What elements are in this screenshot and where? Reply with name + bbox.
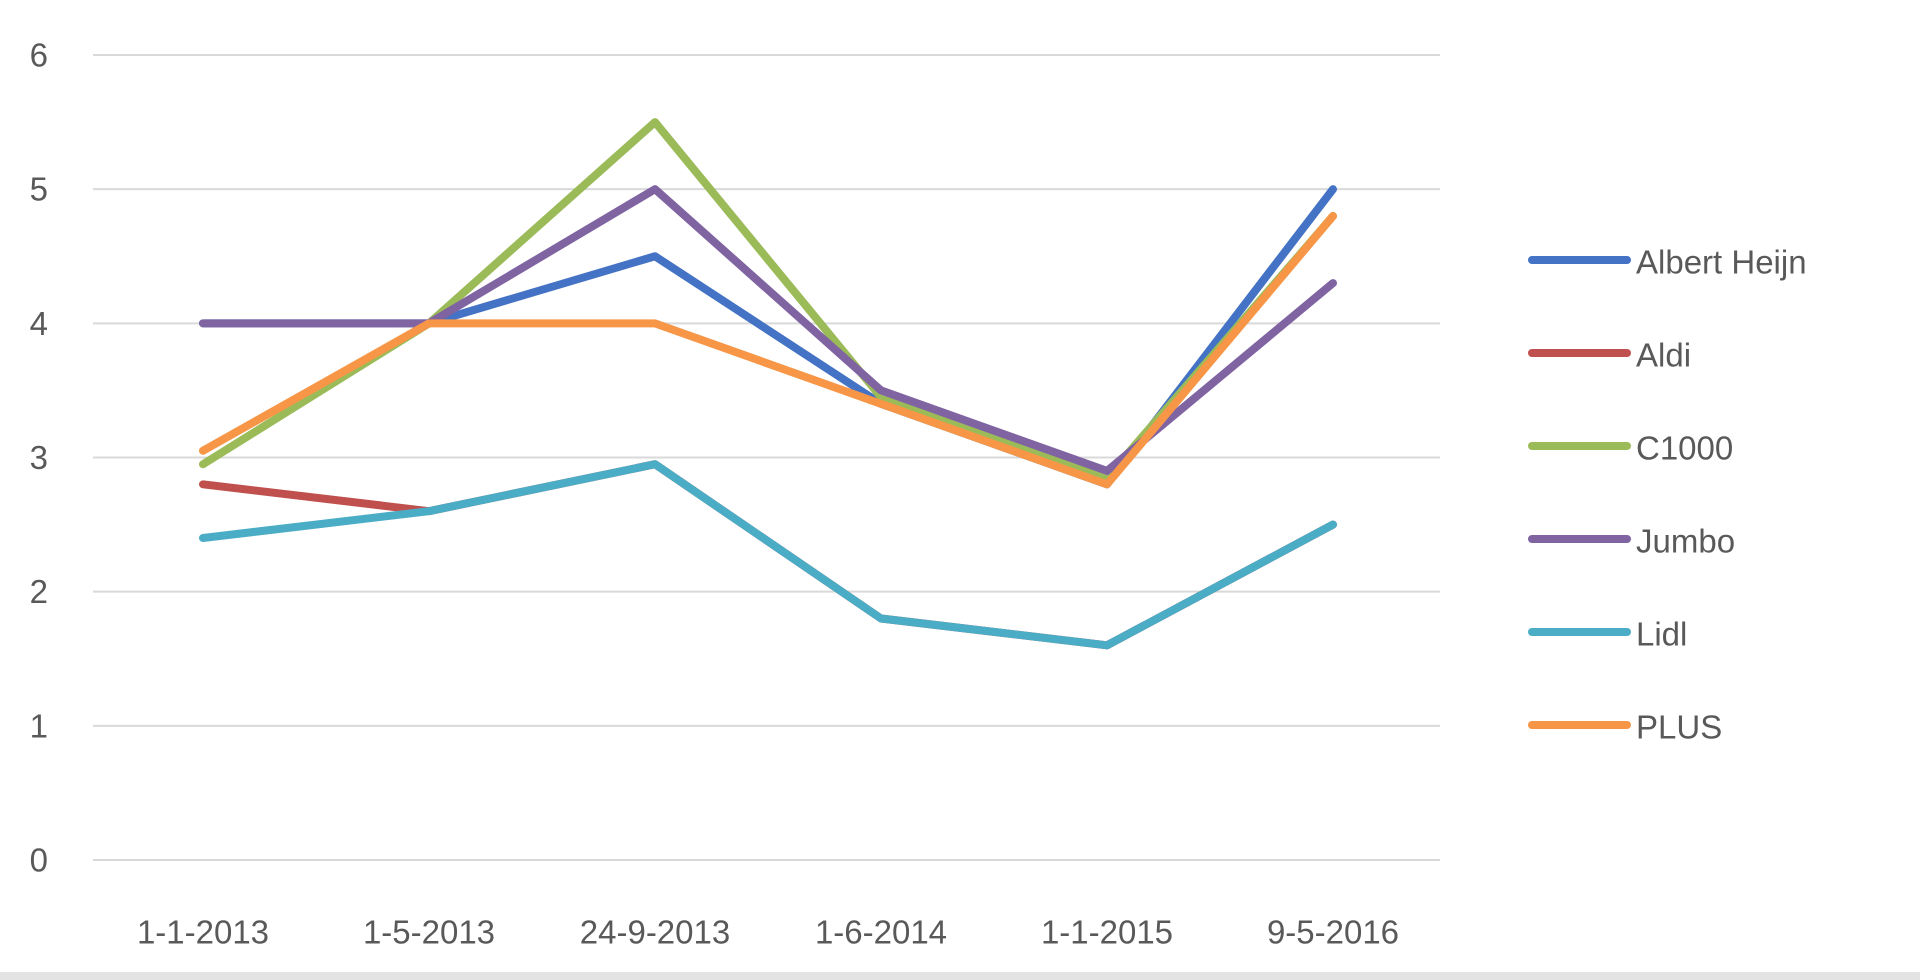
x-tick-label: 9-5-2016 xyxy=(1267,914,1399,951)
series-line-albert-heijn xyxy=(199,185,1337,489)
y-tick-label: 6 xyxy=(30,37,48,74)
y-tick-label: 1 xyxy=(30,707,48,744)
y-axis-ticks: 0 1 2 3 4 5 6 xyxy=(30,37,48,879)
legend-item-lidl: Lidl xyxy=(1528,616,1687,653)
x-axis-ticks: 1-1-2013 1-5-2013 24-9-2013 1-6-2014 1-1-201… xyxy=(137,914,1399,951)
legend-label: Albert Heijn xyxy=(1636,244,1807,281)
series-line-lidl xyxy=(199,460,1337,650)
y-tick-label: 3 xyxy=(30,439,48,476)
legend-item-c1000: C1000 xyxy=(1528,430,1733,467)
legend-item-jumbo: Jumbo xyxy=(1528,523,1735,560)
y-tick-label: 0 xyxy=(30,842,48,879)
legend-label: Jumbo xyxy=(1636,523,1735,560)
legend-label: Lidl xyxy=(1636,616,1687,653)
legend-item-plus: PLUS xyxy=(1528,709,1722,746)
legend-item-aldi: Aldi xyxy=(1528,337,1691,374)
legend-label: Aldi xyxy=(1636,337,1691,374)
series-line-plus xyxy=(199,212,1337,489)
bottom-border xyxy=(0,972,1920,980)
gridlines xyxy=(93,54,1440,861)
series-lines xyxy=(199,118,1337,650)
y-tick-label: 5 xyxy=(30,171,48,208)
x-tick-label: 1-5-2013 xyxy=(363,914,495,951)
legend: Albert Heijn Aldi C1000 Jumbo Lidl PLUS xyxy=(1528,244,1807,746)
x-tick-label: 1-1-2013 xyxy=(137,914,269,951)
legend-item-albert-heijn: Albert Heijn xyxy=(1528,244,1807,281)
x-tick-label: 24-9-2013 xyxy=(580,914,730,951)
legend-label: PLUS xyxy=(1636,709,1722,746)
y-tick-label: 2 xyxy=(30,573,48,610)
y-tick-label: 4 xyxy=(30,305,48,342)
legend-label: C1000 xyxy=(1636,430,1733,467)
x-tick-label: 1-1-2015 xyxy=(1041,914,1173,951)
x-tick-label: 1-6-2014 xyxy=(815,914,947,951)
